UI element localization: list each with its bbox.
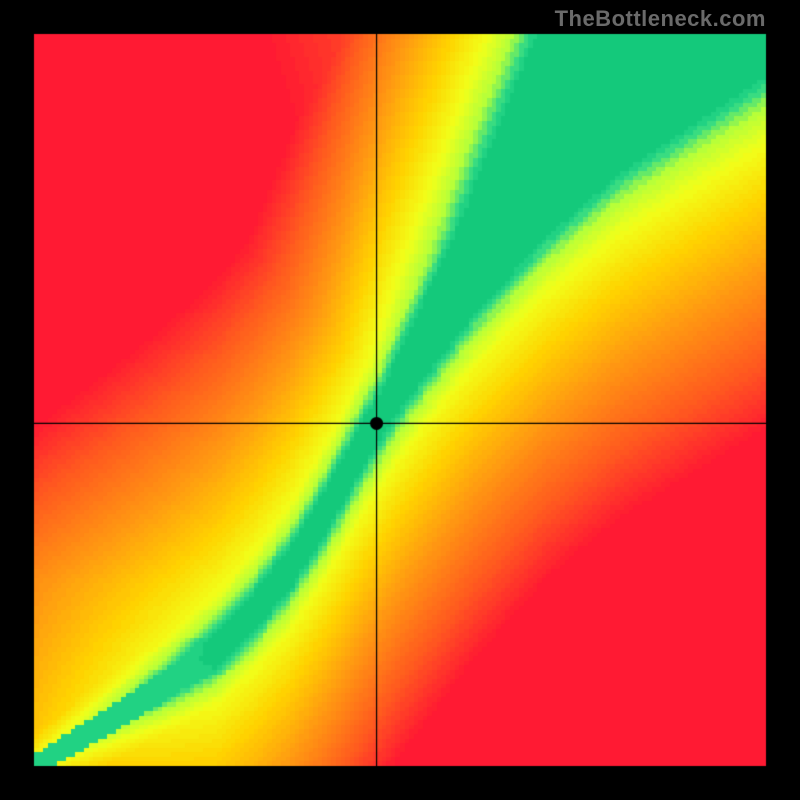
watermark-label: TheBottleneck.com [555,6,766,32]
bottleneck-heatmap [0,0,800,800]
chart-container: TheBottleneck.com [0,0,800,800]
